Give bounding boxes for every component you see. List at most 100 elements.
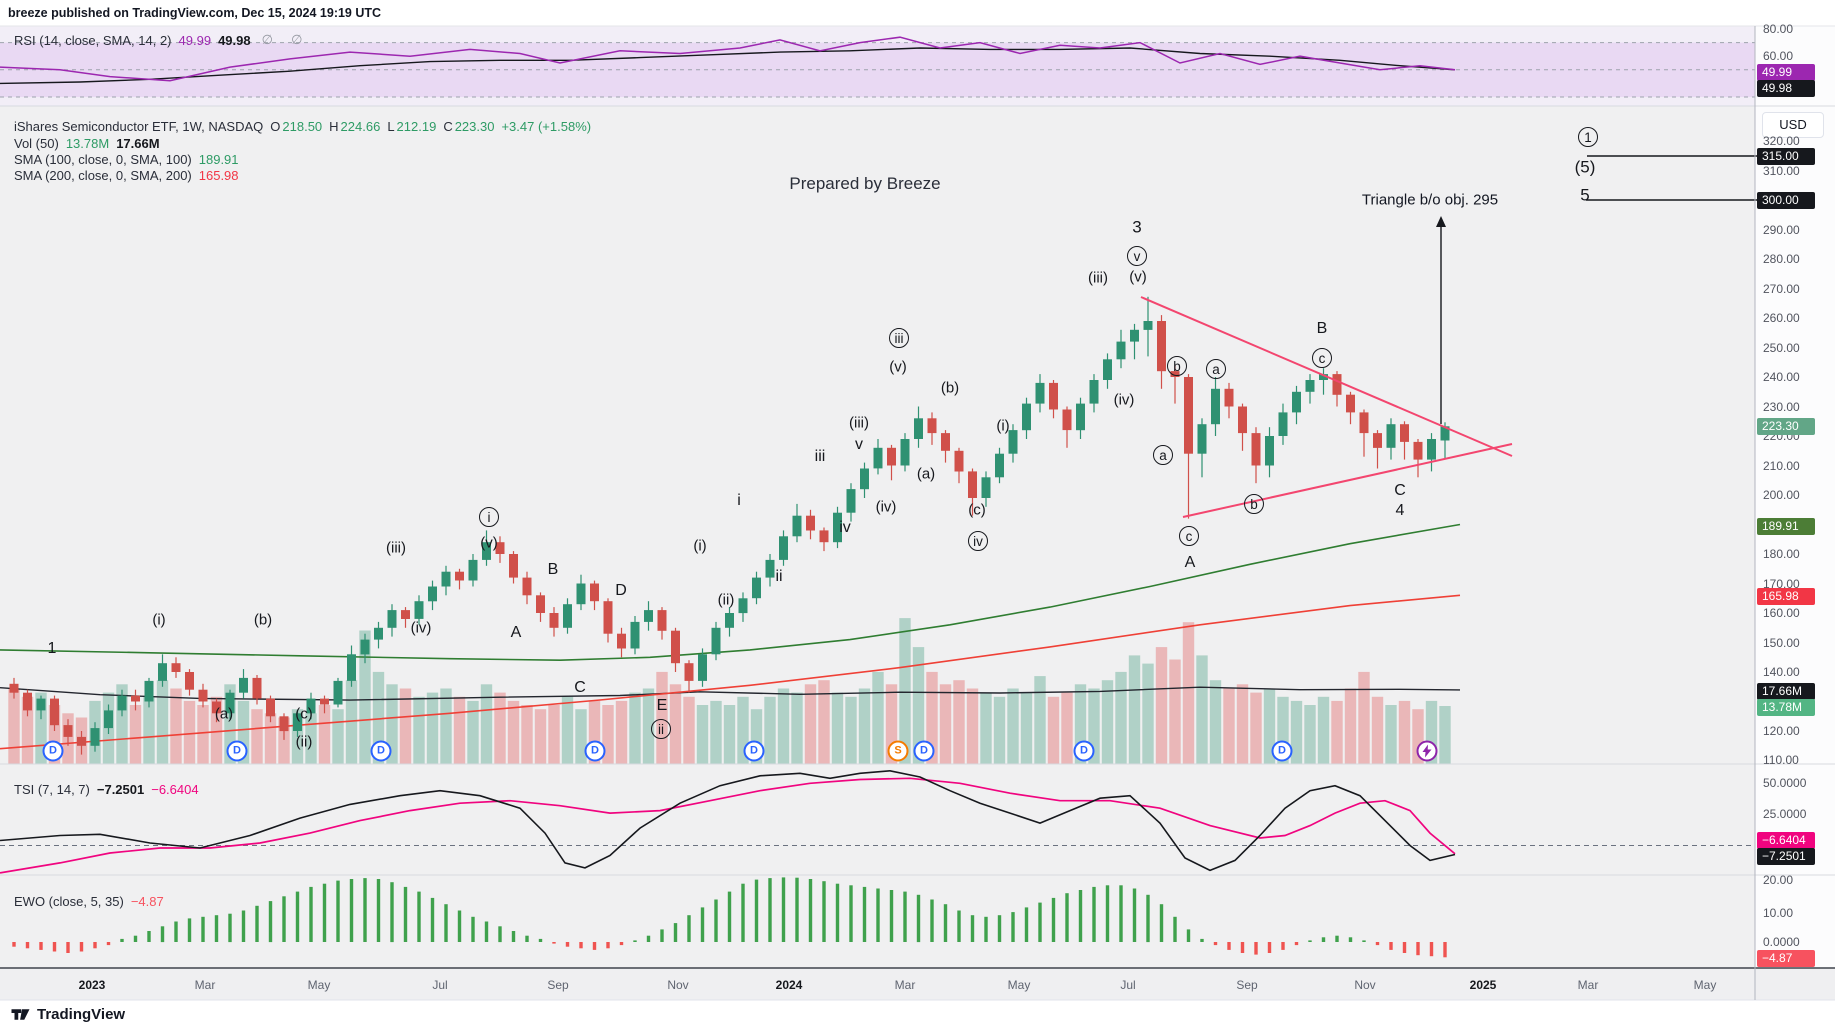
wave-label[interactable]: E [656,697,668,714]
volume-legend: Vol (50) 13.78M 17.66M [14,136,160,151]
rsi-line[interactable] [0,36,1456,82]
split-event-icon[interactable]: S [887,740,909,762]
dividend-event-icon[interactable]: D [743,740,765,762]
wave-label[interactable]: (iv) [410,619,432,637]
wave-label[interactable]: v [855,436,863,453]
wave-label[interactable]: (iv) [875,498,897,516]
wave-label[interactable]: 4 [1395,502,1405,519]
tradingview-logo-icon [10,1004,31,1025]
ewo-legend-label: EWO (close, 5, 35) [14,894,124,909]
sma200-line[interactable] [0,594,1461,750]
ohlc-low: L 212.19 [387,119,437,134]
wave-label[interactable]: (i) [693,537,707,555]
wave-label-circled[interactable]: a [1153,445,1173,465]
symbol-title[interactable]: iShares Semiconductor ETF, 1W, NASDAQ [14,119,264,134]
wave-label[interactable]: (iii) [386,539,406,557]
wave-label-circled[interactable]: iii [889,328,909,348]
dividend-event-icon[interactable]: D [584,740,606,762]
sma100-legend: SMA (100, close, 0, SMA, 100) 189.91 [14,152,239,167]
wave-label-circled[interactable]: c [1312,348,1332,368]
wave-label[interactable]: (ii) [295,733,313,751]
triangle-breakout-note[interactable]: Triangle b/o obj. 295 [1361,191,1499,209]
wave-label-circled[interactable]: iv [968,531,988,551]
rsi-hidden-plots-icon[interactable]: ∅ ∅ [261,33,310,48]
lightning-event-icon[interactable] [1416,740,1438,762]
wave-label[interactable]: (iv) [1113,391,1135,409]
wave-label[interactable]: (5) [1574,157,1596,177]
sma100-line[interactable] [0,523,1461,662]
dividend-event-icon[interactable]: D [913,740,935,762]
wave-label[interactable]: B [547,561,559,578]
wave-label-circled[interactable]: b [1167,356,1187,376]
price-axis-tick: 210.00 [1763,459,1800,473]
wave-label[interactable]: C [1394,482,1406,499]
wave-label-circled[interactable]: b [1244,494,1264,514]
dividend-event-icon[interactable]: D [1271,740,1293,762]
wave-label[interactable]: 1 [47,640,57,657]
wave-label[interactable]: iv [839,519,851,536]
axis-price-badge: −4.87 [1757,950,1815,967]
wave-label[interactable]: (v) [480,534,498,552]
rsi-value: 49.99 [178,33,212,48]
tsi-line[interactable] [0,769,1456,872]
wave-label[interactable]: (b) [940,379,960,397]
tsi-legend: TSI (7, 14, 7) −7.2501 −6.6404 [14,782,199,797]
wave-label[interactable]: i [737,492,741,509]
wave-label-circled[interactable]: a [1206,359,1226,379]
breakout-arrow[interactable] [1436,216,1446,424]
currency-button[interactable]: USD [1762,112,1824,138]
wave-label[interactable]: (c) [968,501,986,519]
price-axis-tick: 110.00 [1763,753,1799,767]
dividend-event-icon[interactable]: D [1073,740,1095,762]
wave-label[interactable]: A [1184,554,1196,571]
rsi-signal-line[interactable] [0,47,1456,85]
wave-label[interactable]: C [574,679,586,696]
wave-label[interactable]: iii [814,448,826,465]
time-axis-month-label: Jul [432,978,448,992]
tradingview-brand-label: TradingView [37,1006,126,1023]
prepared-by-note[interactable]: Prepared by Breeze [789,174,941,193]
dividend-event-icon[interactable]: D [42,740,64,762]
wave-label[interactable]: (a) [214,705,234,723]
time-axis-year-label: 2023 [78,978,106,992]
wave-label[interactable]: (i) [152,611,166,629]
volume-value: 13.78M [65,136,110,151]
volume-ma-line[interactable] [0,686,1461,701]
tradingview-brand[interactable]: TradingView [10,1004,125,1025]
wave-label[interactable]: 3 [1132,217,1142,237]
triangle-lower-trendline[interactable] [1182,443,1513,518]
wave-label[interactable]: (iii) [1088,269,1108,287]
wave-label-circled[interactable]: 1 [1578,127,1598,147]
wave-label-circled[interactable]: v [1127,246,1147,266]
volume-legend-label: Vol (50) [14,136,59,151]
wave-label[interactable]: (i) [996,417,1010,435]
price-axis-tick: 140.00 [1763,665,1800,679]
wave-label[interactable]: B [1316,320,1328,337]
ewo-axis-tick: 0.0000 [1763,935,1800,949]
wave-label[interactable]: A [510,624,522,641]
time-axis-month-label: May [1693,978,1717,992]
ohlc-open: O 218.50 [270,119,323,134]
wave-label[interactable]: (a) [916,465,936,483]
wave-label[interactable]: D [615,582,627,599]
wave-label[interactable]: 5 [1580,185,1590,205]
dividend-event-icon[interactable]: D [370,740,392,762]
wave-label[interactable]: (v) [1129,268,1147,286]
publish-info: breeze published on TradingView.com, Dec… [8,6,382,20]
wave-label[interactable]: (v) [889,358,907,376]
wave-label[interactable]: ii [775,568,783,585]
wave-label[interactable]: (iii) [849,414,869,432]
wave-label[interactable]: (c) [295,705,313,723]
wave-label[interactable]: (ii) [717,591,735,609]
wave-label-circled[interactable]: i [479,507,499,527]
wave-label-circled[interactable]: ii [651,719,671,739]
wave-label[interactable]: (b) [253,611,273,629]
sma200-label: SMA (200, close, 0, SMA, 200) [14,168,192,183]
dividend-event-icon[interactable]: D [226,740,248,762]
tsi-signal-line[interactable] [0,777,1456,874]
wave-label-circled[interactable]: c [1179,526,1199,546]
triangle-upper-trendline[interactable] [1140,296,1513,457]
time-axis-month-label: Mar [194,978,216,992]
